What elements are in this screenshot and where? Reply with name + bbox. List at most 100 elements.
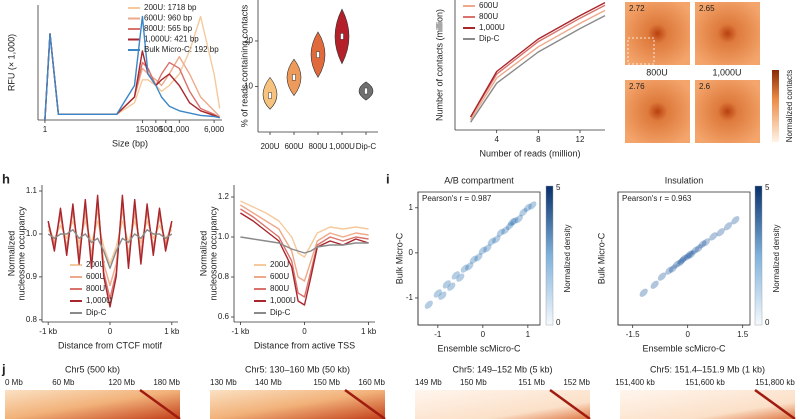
point [442, 280, 451, 289]
x-tick-label: -1 kb [232, 327, 250, 336]
point [698, 240, 707, 249]
heatmap [695, 80, 760, 143]
point [687, 250, 696, 259]
x-tick-label: 1 [526, 330, 531, 339]
x-tick-label: 600U [284, 142, 303, 151]
x-tick-label: 4 [494, 135, 499, 144]
colorbar-label: Normalized density [772, 224, 781, 292]
point [685, 250, 694, 259]
contact-map [415, 390, 590, 419]
point [447, 282, 456, 291]
x-axis-label: Distance from active TSS [254, 340, 355, 350]
series-line [44, 15, 220, 121]
x-axis-label: Ensemble scMicro-C [642, 343, 726, 353]
point [709, 232, 718, 241]
point [523, 203, 532, 212]
diagonal [549, 388, 591, 419]
point [456, 273, 465, 282]
point [701, 238, 711, 247]
y-tick-label: 1 [409, 203, 414, 212]
point [433, 289, 442, 298]
strip-tick-label: 60 Mb [52, 378, 75, 387]
legend-label: 600U [270, 272, 289, 281]
y-axis-label: % of reads containing contacts [239, 4, 249, 127]
colorbar-tick-label: 5 [765, 183, 770, 192]
colorbar-label: Normalized contacts [785, 70, 794, 142]
point [451, 271, 460, 280]
legend-label: Bulk Micro-C: 192 bp [144, 45, 219, 54]
series-line [240, 204, 369, 282]
panel-label: h [2, 171, 10, 186]
x-tick-label: 300 [149, 125, 163, 134]
strip-tick-label: 151,800 kb [755, 378, 795, 387]
legend-label: 800U [270, 284, 289, 293]
legend-label: 800U [86, 284, 105, 293]
strip-tick-label: 150 Mb [313, 378, 340, 387]
point [668, 264, 678, 273]
point [469, 255, 478, 264]
point [678, 256, 687, 265]
x-tick-label: -1 kb [39, 327, 57, 336]
heatmap-value: 2.72 [629, 4, 645, 13]
x-tick-label: 0 [481, 330, 486, 339]
contact-map [5, 390, 180, 419]
y-axis-label: Number of contacts (million) [434, 9, 444, 121]
series-line [240, 200, 369, 258]
x-axis-label: Size (bp) [112, 138, 148, 148]
series-line [469, 1, 606, 118]
colorbar [754, 185, 763, 326]
y-axis-label: nucleosome occupancy [208, 206, 218, 301]
point [694, 244, 703, 253]
median-box [268, 92, 272, 99]
median-box [364, 87, 368, 95]
y-tick-label: 0.8 [26, 315, 38, 324]
point [483, 244, 492, 253]
x-tick-label: 0 [108, 327, 113, 336]
y-tick-label: 1.2 [218, 192, 230, 201]
x-tick-label: 1,000U [329, 142, 355, 151]
diagonal [754, 388, 796, 419]
x-tick-label: 1 kb [164, 327, 180, 336]
legend-label: 200U [86, 260, 105, 269]
colorbar-tick-label: 0 [765, 318, 770, 327]
x-tick-label: 1 kb [361, 327, 377, 336]
strip-title: Chr5: 149–152 Mb (5 kb) [452, 364, 552, 374]
legend-label: 200U [270, 260, 289, 269]
x-tick-label: 1 [43, 125, 48, 134]
x-tick-label: Dip-C [356, 142, 377, 151]
point [474, 253, 483, 262]
point [424, 300, 433, 309]
x-tick-label: 12 [576, 135, 585, 144]
y-axis-label: RFU (× 1,000) [6, 34, 16, 91]
x-tick-label: -1.5 [626, 330, 640, 339]
x-tick-label: 150 [136, 125, 150, 134]
median-box [292, 74, 296, 81]
point [665, 266, 674, 275]
point [478, 246, 487, 255]
x-tick-label: 800U [308, 142, 327, 151]
point [676, 258, 685, 267]
strip-tick-label: 150 Mb [460, 378, 487, 387]
y-tick-label: 1.0 [26, 229, 38, 238]
x-tick-label: 0 [302, 327, 307, 336]
strip-tick-label: 149 Mb [415, 378, 442, 387]
y-tick-label: 10 [244, 82, 253, 91]
y-tick-label: 0.6 [218, 312, 230, 321]
point [519, 208, 528, 217]
heatmap-caption: 800U [646, 67, 668, 77]
series-line [470, 9, 606, 120]
point [657, 272, 667, 281]
strip-tick-label: 160 Mb [358, 378, 385, 387]
strip-tick-label: 151,600 kb [685, 378, 725, 387]
x-axis-label: Ensemble scMicro-C [437, 343, 521, 353]
series-line [240, 208, 369, 298]
heatmap [695, 2, 760, 65]
point [683, 252, 692, 261]
panel-label: i [386, 171, 390, 186]
heatmap-caption: 1,000U [712, 67, 741, 77]
strip-tick-label: 120 Mb [108, 378, 135, 387]
y-tick-label: -1 [406, 293, 414, 302]
legend-label: 200U: 1718 bp [144, 3, 197, 12]
strip-tick-label: 180 Mb [153, 378, 180, 387]
y-axis-label: Bulk Micro-C [394, 232, 404, 284]
